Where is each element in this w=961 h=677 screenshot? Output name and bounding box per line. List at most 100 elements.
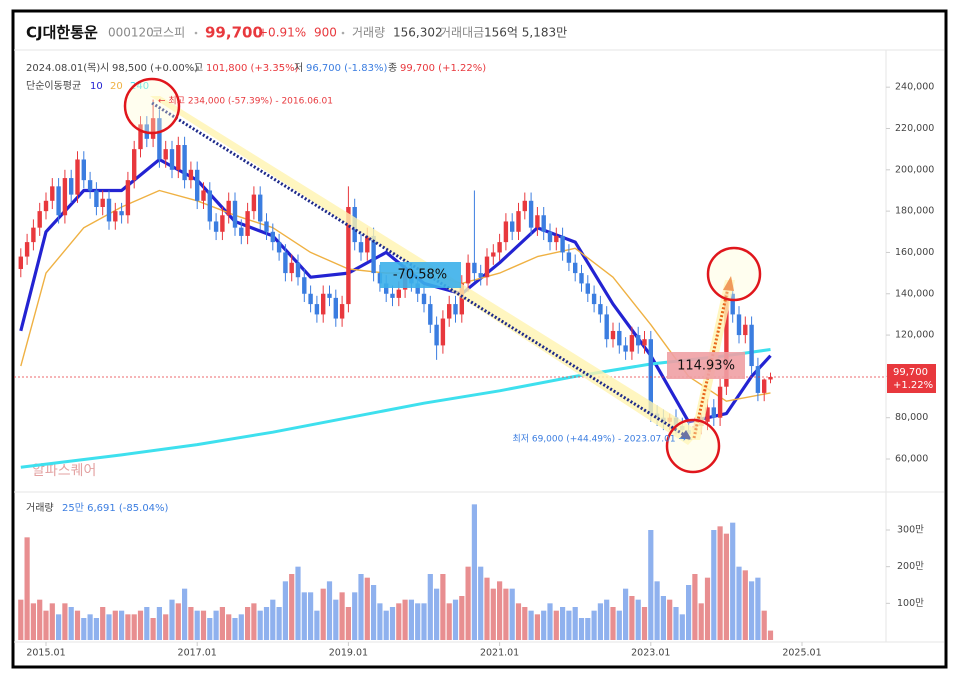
candle-body	[138, 124, 143, 150]
legend-entry: 240	[130, 81, 149, 92]
amount: 156억 5,183만	[484, 26, 567, 40]
volume-bar	[345, 607, 351, 640]
volume-bar	[358, 574, 364, 640]
volume-bar	[18, 599, 24, 640]
volume-bar	[144, 607, 150, 640]
candle-body	[421, 293, 427, 305]
ma-legend-title: 단순이동평균	[26, 80, 81, 92]
volume-bar	[704, 577, 711, 640]
candle-body	[245, 211, 250, 236]
volume-subtitle: 25만 6,691 (-85.04%)	[62, 502, 169, 514]
volume-bar	[465, 566, 471, 640]
volume-bar	[314, 610, 320, 640]
legend-entry: 20	[110, 81, 123, 92]
volume-bar	[616, 610, 622, 640]
volume-bar	[591, 610, 597, 640]
candle-body	[119, 211, 124, 216]
highlight-circle	[665, 418, 721, 474]
candle-body	[604, 314, 609, 340]
candle-body	[31, 227, 36, 243]
volume-bar	[87, 614, 93, 640]
info-open-label: 시	[100, 62, 109, 74]
x-tick-label: 2017.01	[178, 648, 217, 659]
candle-body	[106, 198, 112, 222]
candle-body	[768, 377, 773, 380]
candle-body	[428, 304, 433, 325]
candle-body	[201, 190, 206, 201]
change-pct: +0.91%	[258, 26, 306, 40]
volume-bar	[660, 596, 666, 640]
drop-label: -70.58%	[393, 268, 447, 283]
volume-bar	[497, 581, 503, 640]
volume-bar	[251, 603, 257, 640]
volume-bar	[339, 592, 345, 640]
volume-bar	[68, 607, 74, 640]
y-tick-label: 60,000	[895, 454, 928, 465]
candle-body	[365, 235, 370, 253]
volume-bar	[226, 614, 232, 640]
candle-body	[188, 169, 194, 181]
y-tick-label: 220,000	[895, 123, 934, 134]
volume-bar	[673, 607, 679, 640]
volume-bar	[503, 588, 509, 640]
volume-bar	[389, 607, 396, 640]
candle-body	[50, 186, 55, 201]
volume-bar	[308, 592, 314, 640]
candle-body	[276, 242, 282, 253]
volume-bar	[452, 599, 459, 640]
candle-body	[491, 252, 496, 257]
change: 900	[314, 26, 337, 40]
candle-body	[384, 283, 389, 294]
volume-bar	[692, 574, 698, 640]
volume-bar	[156, 607, 162, 640]
candle-body	[623, 345, 628, 352]
candle-body	[566, 252, 572, 263]
volume-bar	[541, 610, 547, 640]
volume-bar	[755, 577, 761, 640]
volume-bar	[667, 599, 673, 640]
volume-bar	[383, 610, 389, 640]
volume-bar	[471, 504, 477, 640]
volume-bar	[597, 603, 603, 640]
y-tick-label: 100만	[897, 598, 924, 609]
candle-body	[510, 221, 515, 232]
volume-bar	[175, 603, 181, 640]
volume-bar	[207, 618, 213, 640]
volume-bar	[415, 603, 421, 640]
candle-body	[87, 180, 93, 191]
info-date: 2024.08.01(목)	[26, 62, 100, 74]
candle-body	[648, 339, 653, 414]
candle-body	[308, 293, 313, 305]
candle-body	[711, 407, 716, 418]
separator-dot	[341, 31, 345, 35]
candle-body	[396, 289, 401, 298]
volume-bar	[100, 607, 106, 640]
volume-bar	[150, 618, 156, 640]
volume-bar	[490, 588, 496, 640]
volume-bar	[257, 610, 263, 640]
volume-bar	[528, 610, 534, 640]
candle-body	[163, 149, 168, 160]
rise-box	[667, 352, 745, 379]
candle-body	[75, 159, 80, 195]
volume-bar	[434, 588, 440, 640]
candle-body	[213, 221, 219, 232]
volume-bar	[654, 581, 660, 640]
y-tick-label: 180,000	[895, 206, 934, 217]
volume-bar	[232, 618, 238, 640]
volume-bar	[446, 603, 452, 640]
volume-bar	[49, 603, 55, 640]
x-tick-label: 2015.01	[26, 648, 65, 659]
volume-bar	[641, 607, 648, 640]
volume-bar	[635, 599, 641, 640]
candle-body	[585, 283, 590, 294]
candle-body	[333, 297, 338, 319]
drop-box	[380, 262, 461, 288]
y-tick-label: 160,000	[895, 247, 934, 258]
candle-body	[598, 304, 603, 315]
candle-body	[736, 314, 742, 336]
candle-body	[579, 273, 584, 284]
candle-body	[617, 330, 622, 346]
y-tick-label: 80,000	[895, 412, 928, 423]
volume-bar	[74, 610, 81, 640]
